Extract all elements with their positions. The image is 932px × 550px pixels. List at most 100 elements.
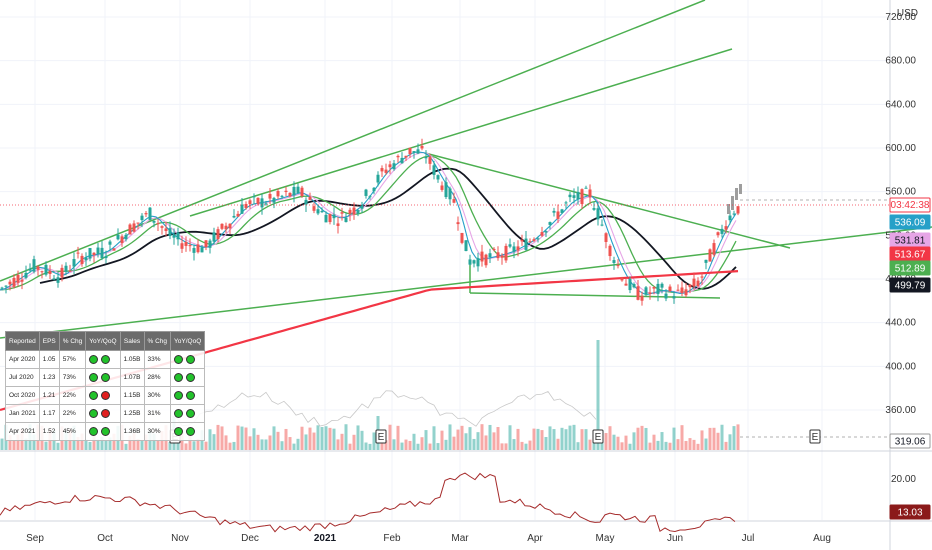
date-tick-label: Sep — [26, 533, 44, 544]
trendline — [0, 0, 706, 282]
status-dot-icon — [186, 373, 196, 382]
volume-bar — [632, 432, 636, 450]
volume-bar — [32, 434, 36, 450]
volume-bar — [328, 427, 332, 450]
volume-bar — [216, 424, 220, 450]
candle-body — [148, 207, 152, 220]
candle-body — [272, 197, 276, 203]
candle-body — [600, 224, 604, 226]
volume-bar — [220, 426, 224, 450]
candle-body — [720, 228, 724, 234]
candle-body — [544, 231, 548, 233]
candle-body — [76, 252, 80, 254]
candle-body — [180, 243, 184, 249]
earnings-cell: 1.23 — [38, 368, 60, 387]
candle-body — [684, 289, 688, 296]
volume-bar — [124, 443, 128, 450]
candle-body — [408, 147, 412, 155]
volume-bar — [424, 430, 428, 450]
volume-bar — [300, 426, 304, 450]
earnings-marker — [592, 429, 604, 444]
volume-bar — [408, 440, 412, 450]
volume-bar — [24, 438, 28, 450]
candle-body — [620, 277, 624, 281]
earnings-row: Oct 2020 1.21 22% 1.15B 30% — [5, 386, 206, 405]
date-tick-label: Nov — [171, 533, 189, 544]
price-tag — [889, 277, 931, 293]
volume-bar — [260, 439, 264, 450]
candle-body — [624, 283, 628, 286]
candle-body — [124, 234, 128, 240]
candle-body — [68, 270, 72, 272]
volume-bar — [512, 439, 516, 450]
candle-body — [268, 193, 272, 199]
volume-bar — [296, 438, 300, 450]
volume-bar — [152, 433, 156, 450]
date-tick-label: Oct — [97, 533, 113, 544]
volume-bar — [356, 425, 360, 450]
candle-body — [488, 253, 492, 258]
candle-body — [96, 247, 100, 254]
earnings-cell: 30% — [143, 386, 172, 405]
candle-body — [372, 187, 376, 192]
candle-body — [300, 187, 304, 197]
volume-bar — [396, 425, 400, 450]
volume-bar — [284, 428, 288, 450]
volume-bar — [684, 440, 688, 450]
volume-bar — [640, 425, 644, 450]
trendline — [0, 226, 932, 339]
volume-bar — [248, 436, 252, 450]
volume-bar — [496, 427, 500, 450]
candle-body — [392, 163, 396, 170]
candle-body — [396, 155, 400, 158]
status-dot-icon — [101, 355, 111, 364]
candle-body — [36, 266, 40, 270]
earnings-cell — [85, 404, 121, 423]
volume-bar — [76, 437, 80, 450]
volume-bar — [508, 425, 512, 450]
volume-bar — [628, 443, 632, 450]
candle-body — [604, 233, 608, 242]
candle-body — [120, 236, 124, 244]
volume-bar — [96, 439, 100, 450]
volume-bar — [256, 434, 260, 450]
volume-bar — [364, 442, 368, 450]
status-dot-icon — [89, 373, 99, 382]
candle-body — [60, 267, 64, 278]
volume-bar — [680, 425, 684, 450]
status-dot-icon — [101, 427, 111, 436]
status-dot-icon — [174, 427, 184, 436]
volume-bar — [244, 427, 248, 450]
candle-body — [448, 188, 452, 200]
candle-body — [652, 287, 656, 289]
earnings-cell: 33% — [143, 350, 172, 369]
candle-body — [304, 199, 308, 205]
volume-bar — [252, 428, 256, 450]
volume-bar — [484, 435, 488, 450]
volume-bar — [104, 440, 108, 450]
candle-body — [432, 165, 436, 175]
volume-bar — [304, 434, 308, 450]
candle-body — [160, 226, 164, 228]
volume-bar — [480, 424, 484, 450]
candle-body — [308, 196, 312, 200]
candle-body — [732, 213, 736, 215]
price-tag-label: 536.09 — [895, 218, 926, 229]
earnings-cell: Oct 2020 — [5, 386, 40, 405]
candle-body — [564, 202, 568, 204]
candle-body — [468, 259, 472, 265]
earnings-header-cell: % Chg — [143, 331, 172, 351]
candle-body — [568, 194, 572, 198]
volume-bar — [416, 443, 420, 450]
date-tick-label: Mar — [451, 533, 469, 544]
earnings-marker-label: E — [595, 432, 602, 443]
earnings-cell — [170, 386, 206, 405]
status-dot-icon — [186, 409, 196, 418]
volume-bar — [388, 424, 392, 450]
candle-body — [580, 189, 584, 205]
volume-bar — [208, 429, 212, 450]
candle-body — [676, 289, 680, 291]
candle-body — [144, 213, 148, 215]
